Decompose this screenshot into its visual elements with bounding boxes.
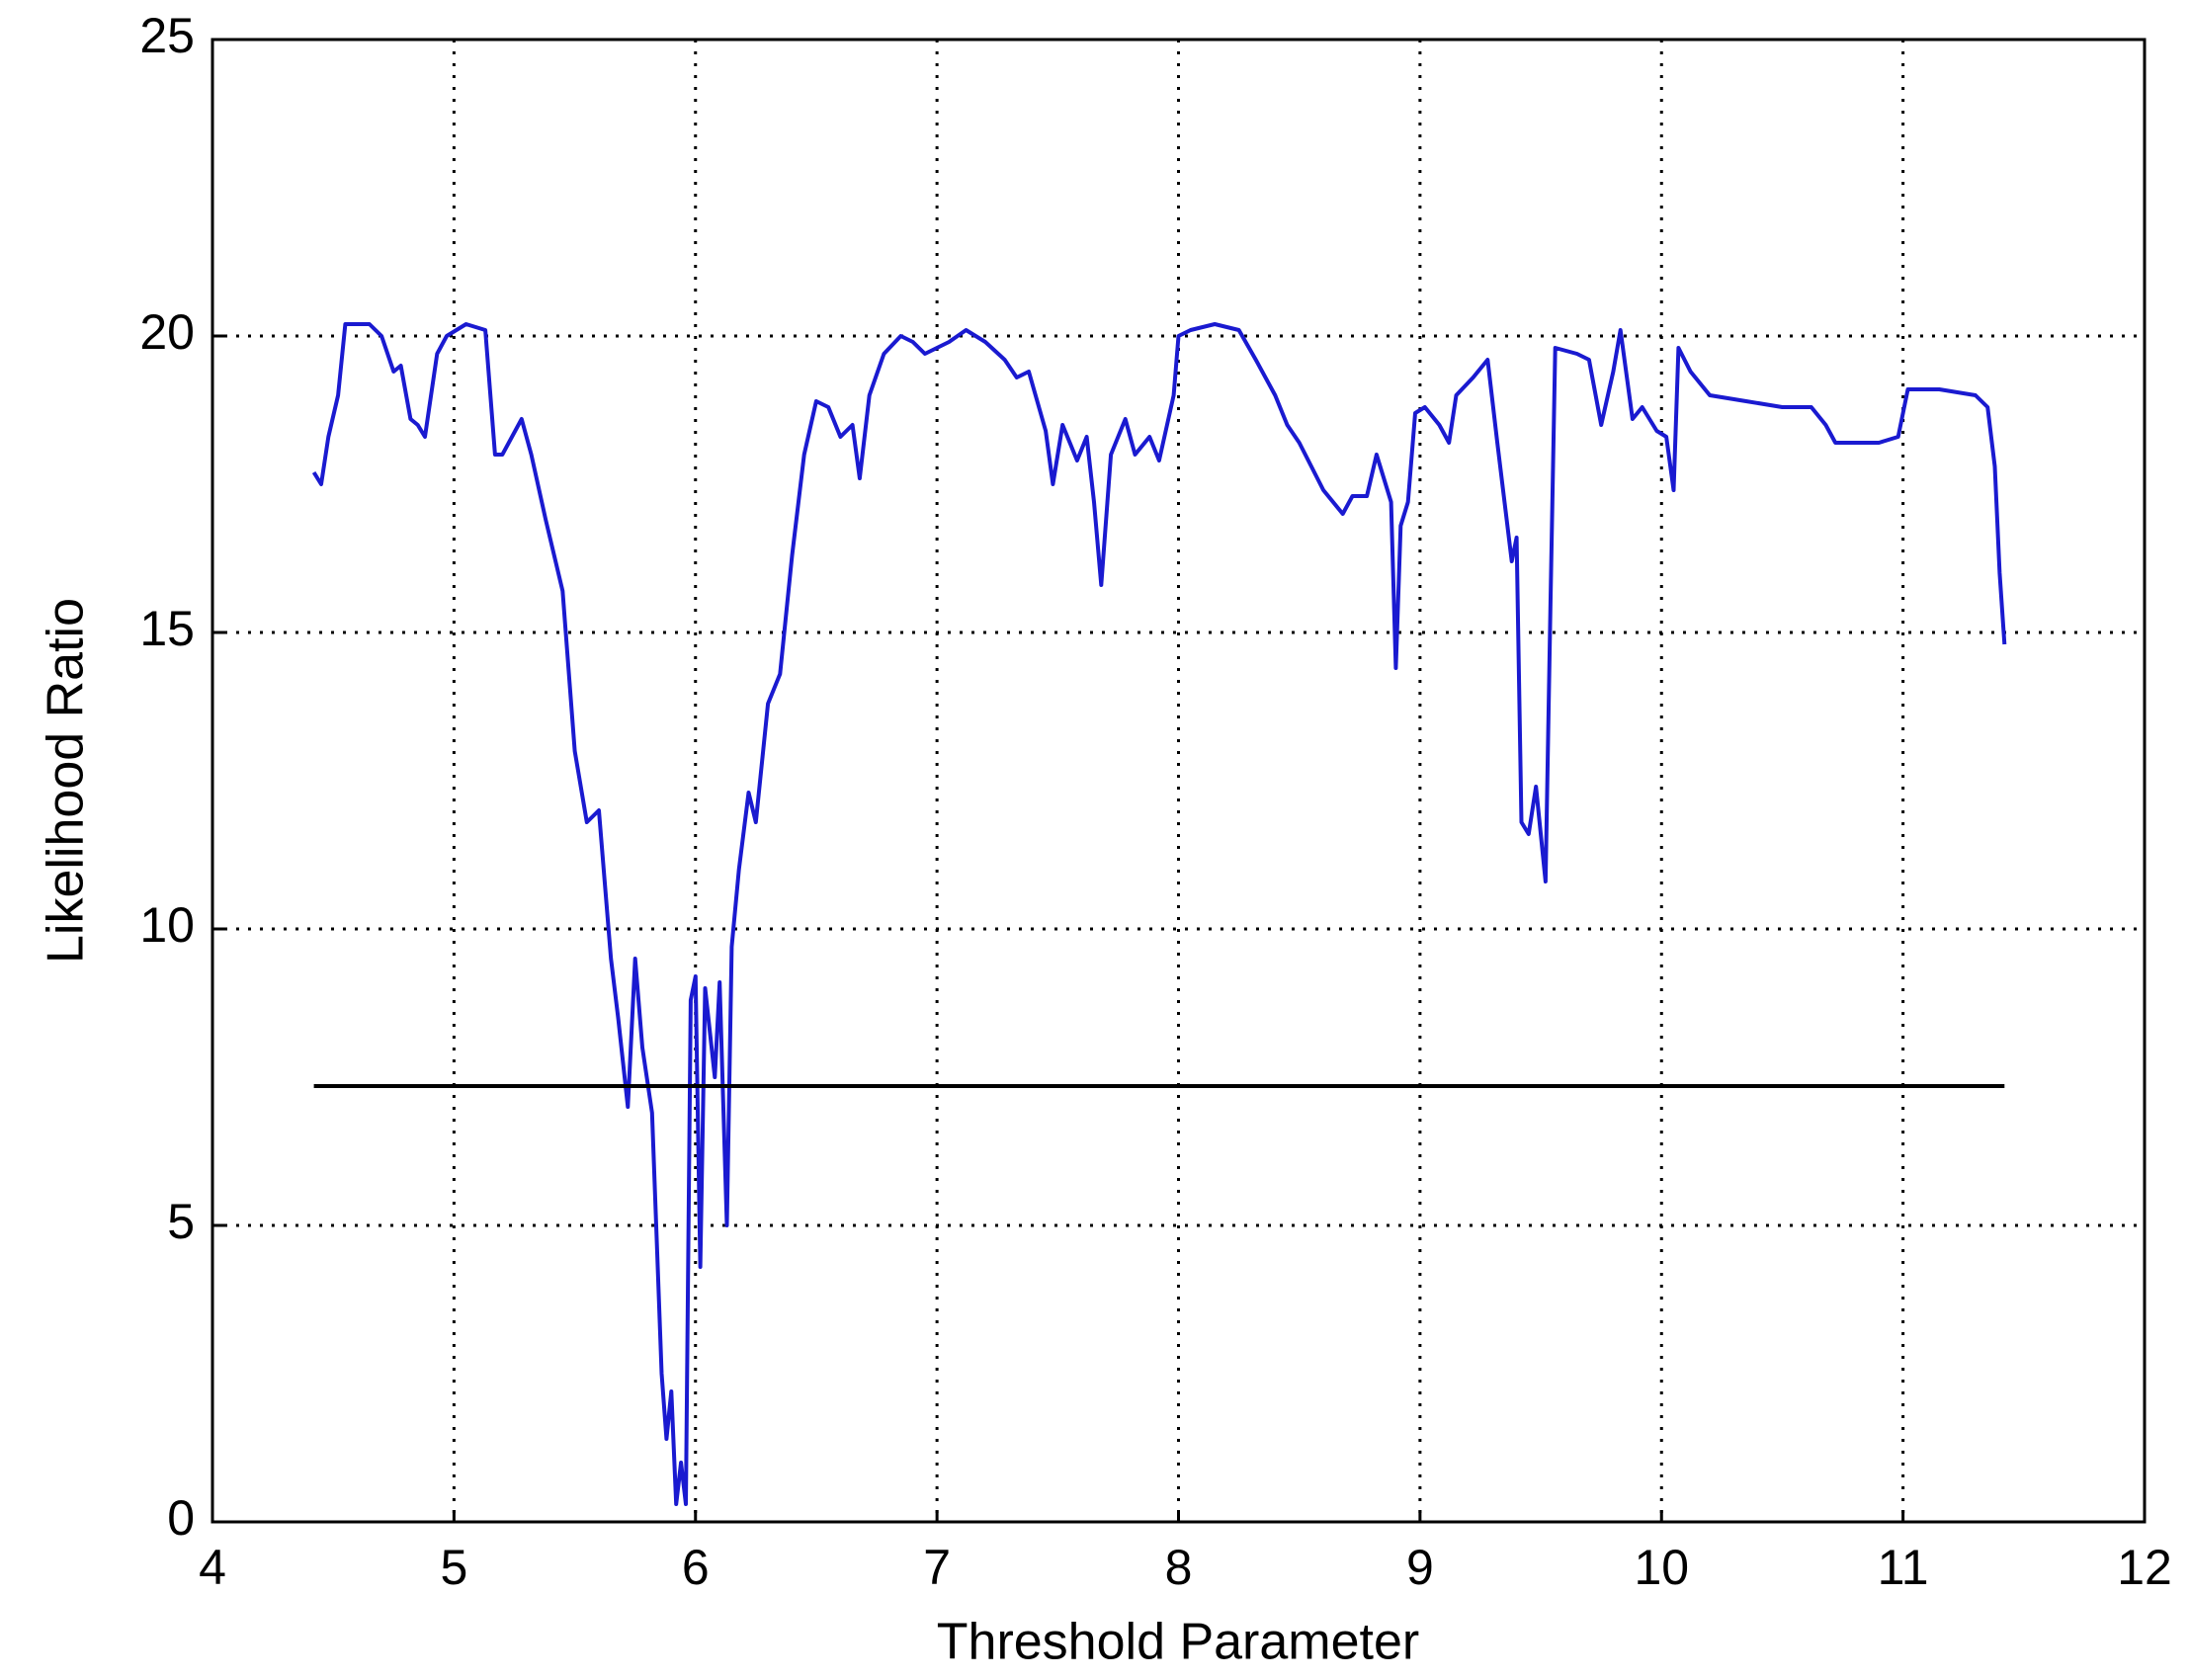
x-tick-label: 6: [682, 1540, 710, 1595]
y-tick-label: 10: [139, 897, 195, 953]
x-tick-label: 10: [1634, 1540, 1689, 1595]
x-tick-label: 12: [2117, 1540, 2172, 1595]
y-axis-label: Likelihood Ratio: [38, 598, 95, 964]
y-tick-label: 0: [167, 1490, 195, 1546]
x-tick-label: 11: [1878, 1540, 1929, 1595]
x-tick-label: 4: [199, 1540, 226, 1595]
x-tick-label: 5: [440, 1540, 467, 1595]
data-line: [311, 322, 2007, 1506]
x-tick-label: 8: [1165, 1540, 1193, 1595]
y-tick-label: 20: [139, 304, 195, 360]
x-tick-label: 7: [923, 1540, 951, 1595]
plot-frame: [211, 38, 2147, 1524]
x-axis-label: Threshold Parameter: [937, 1614, 1419, 1671]
y-tick-label: 25: [139, 8, 195, 63]
x-tick-label: 9: [1406, 1540, 1434, 1595]
y-tick-label: 15: [139, 601, 195, 656]
y-tick-label: 5: [167, 1194, 195, 1249]
